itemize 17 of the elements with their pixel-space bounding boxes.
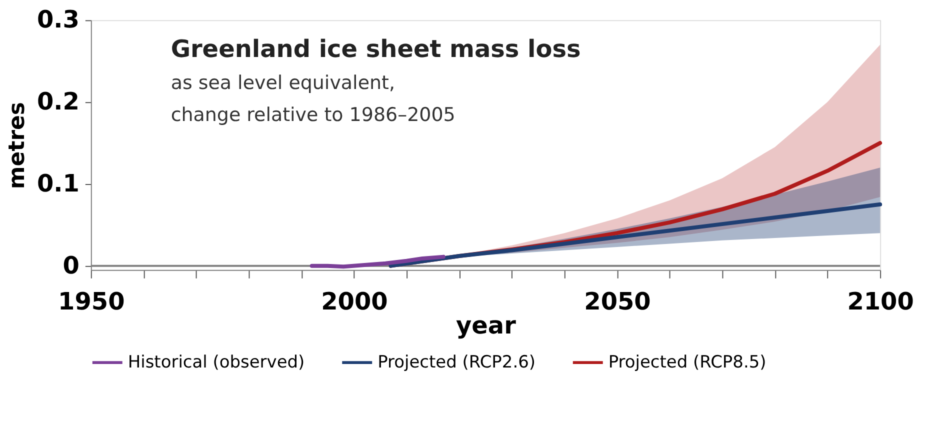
y-tick-label: 0.1: [36, 169, 80, 198]
legend-label: Historical (observed): [128, 352, 305, 373]
y-tick-label: 0.2: [36, 88, 80, 116]
x-tick-label: 2050: [584, 287, 651, 316]
line-series: [310, 254, 446, 269]
x-axis-title: year: [456, 311, 516, 340]
legend-label: Projected (RCP2.6): [378, 352, 536, 373]
text: as sea level equivalent, change relative to 1986–2005: [170, 72, 456, 126]
text: Greenland ice sheet mass loss: [170, 35, 581, 64]
x-tick-label: 2000: [321, 287, 388, 316]
y-axis-title: metres: [4, 102, 30, 190]
line-series: [388, 202, 882, 268]
x-tick-label: 1950: [58, 287, 125, 316]
y-tick-label: 0: [62, 251, 80, 280]
x-tick-label: 2100: [847, 287, 914, 316]
y-tick-label: 0.3: [36, 6, 80, 34]
legend-label: Projected (RCP8.5): [608, 352, 766, 373]
